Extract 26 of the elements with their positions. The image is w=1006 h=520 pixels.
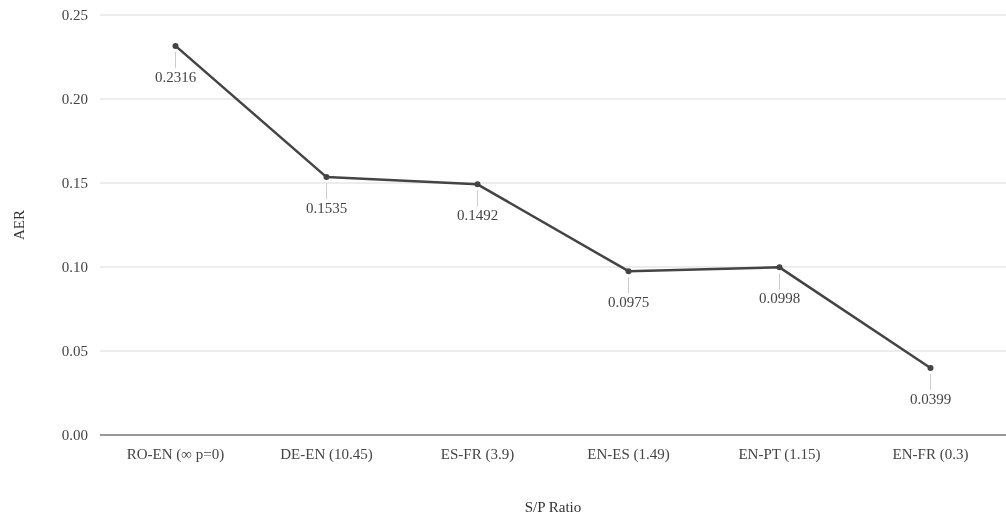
y-tick-label: 0.10 [61, 259, 88, 276]
y-axis-title: AER [11, 210, 27, 240]
point [927, 364, 934, 371]
data-label: 0.1492 [456, 207, 499, 224]
x-tick-label: ES-FR (3.9) [440, 446, 515, 463]
x-tick-label: RO-EN (∞ p=0) [126, 446, 225, 463]
x-tick-label: DE-EN (10.45) [280, 446, 373, 463]
x-tick-label: EN-ES (1.49) [587, 446, 670, 463]
y-tick-label: 0.25 [61, 7, 88, 24]
data-label: 0.0975 [607, 294, 650, 311]
point [474, 181, 481, 188]
point [776, 264, 783, 271]
x-tick-label: EN-PT (1.15) [738, 446, 821, 463]
y-tick-label: 0.00 [61, 427, 88, 444]
y-tick-label: 0.20 [61, 91, 88, 108]
point [172, 42, 179, 49]
data-label: 0.0399 [909, 390, 952, 407]
x-tick-label: EN-FR (0.3) [892, 446, 969, 463]
x-axis-title: S/P Ratio [524, 499, 582, 515]
point [625, 268, 632, 275]
data-label: 0.0998 [758, 290, 801, 307]
y-tick-label: 0.05 [61, 343, 88, 360]
y-tick-label: 0.15 [61, 175, 88, 192]
point [323, 174, 330, 181]
data-label: 0.1535 [305, 200, 348, 217]
data-label: 0.2316 [154, 68, 197, 85]
